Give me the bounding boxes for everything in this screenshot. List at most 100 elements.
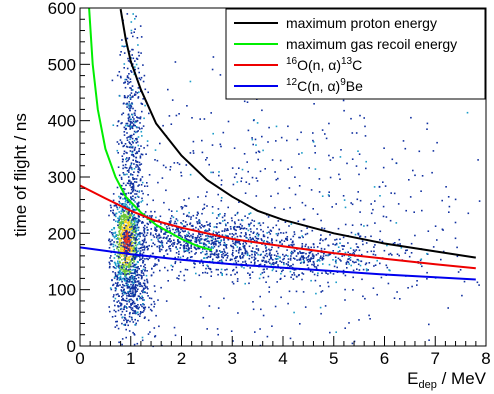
scatter-point <box>319 285 321 287</box>
scatter-point <box>184 204 186 207</box>
scatter-point <box>133 256 135 259</box>
scatter-point <box>148 112 150 115</box>
scatter-point <box>127 176 130 178</box>
scatter-point <box>122 188 124 190</box>
scatter-point <box>116 247 118 250</box>
scatter-point <box>125 192 127 195</box>
scatter-point <box>137 313 139 316</box>
scatter-point <box>120 235 122 237</box>
scatter-point <box>116 206 118 209</box>
scatter-point <box>178 253 180 255</box>
scatter-point <box>314 152 316 154</box>
scatter-point <box>343 109 345 112</box>
scatter-point <box>130 122 132 124</box>
scatter-point <box>290 265 292 267</box>
scatter-point <box>156 229 158 232</box>
scatter-point <box>314 168 317 170</box>
scatter-point <box>137 311 139 313</box>
scatter-point <box>116 275 118 277</box>
x-axis-title-main: E <box>407 369 418 388</box>
scatter-point <box>231 236 234 238</box>
scatter-point <box>313 264 315 267</box>
scatter-point <box>359 264 362 267</box>
scatter-point <box>132 284 134 287</box>
scatter-point <box>113 236 116 239</box>
scatter-point <box>134 281 137 283</box>
scatter-point <box>173 326 176 329</box>
scatter-point <box>160 240 163 242</box>
scatter-point <box>334 239 336 241</box>
scatter-point <box>134 226 137 229</box>
scatter-point <box>146 140 149 142</box>
scatter-point <box>125 184 127 187</box>
scatter-point <box>145 241 147 244</box>
scatter-point <box>123 227 126 229</box>
scatter-point <box>136 138 138 141</box>
scatter-point <box>184 221 187 223</box>
scatter-point <box>132 218 135 220</box>
scatter-point <box>306 259 309 261</box>
scatter-point <box>160 231 162 233</box>
scatter-point <box>137 165 139 168</box>
scatter-point <box>134 225 136 227</box>
scatter-point <box>131 257 133 260</box>
scatter-point <box>229 259 232 261</box>
scatter-point <box>367 269 369 271</box>
scatter-point <box>137 196 140 198</box>
scatter-point <box>245 250 247 253</box>
scatter-point <box>165 166 167 169</box>
scatter-point <box>117 217 119 220</box>
scatter-point <box>190 239 193 242</box>
scatter-point <box>241 225 243 227</box>
scatter-point <box>134 292 137 294</box>
scatter-point <box>119 273 121 275</box>
scatter-point <box>143 309 145 312</box>
scatter-point <box>248 234 251 236</box>
scatter-point <box>158 233 160 236</box>
scatter-point <box>131 127 134 130</box>
scatter-point <box>132 89 134 91</box>
scatter-point <box>125 230 128 232</box>
scatter-point <box>182 245 185 247</box>
scatter-point <box>313 255 315 258</box>
scatter-point <box>137 67 140 70</box>
scatter-point <box>243 153 246 155</box>
scatter-point <box>172 245 174 247</box>
scatter-point <box>311 263 313 266</box>
scatter-point <box>219 143 222 146</box>
scatter-point <box>315 266 318 268</box>
scatter-point <box>133 272 136 274</box>
scatter-point <box>236 246 239 248</box>
scatter-point <box>124 305 126 307</box>
scatter-point <box>141 199 144 202</box>
scatter-point <box>133 227 135 230</box>
scatter-point <box>294 268 297 271</box>
scatter-point <box>262 276 265 279</box>
scatter-point <box>237 252 240 254</box>
scatter-point <box>365 160 367 163</box>
scatter-point <box>244 232 247 234</box>
scatter-point <box>120 219 123 221</box>
scatter-point <box>125 216 128 219</box>
scatter-point <box>135 166 137 168</box>
scatter-point <box>190 250 193 253</box>
scatter-point <box>153 236 156 238</box>
scatter-point <box>165 249 168 251</box>
scatter-point <box>260 238 263 240</box>
scatter-point <box>127 281 129 283</box>
scatter-point <box>259 254 262 256</box>
scatter-point <box>305 257 308 259</box>
scatter-point <box>117 271 120 274</box>
scatter-point <box>133 264 135 266</box>
scatter-point <box>190 247 192 249</box>
scatter-point <box>128 276 131 279</box>
scatter-point <box>311 255 314 257</box>
scatter-point <box>133 266 136 268</box>
scatter-point <box>147 258 149 261</box>
scatter-point <box>286 236 289 238</box>
scatter-point <box>134 283 137 286</box>
scatter-point <box>131 275 134 277</box>
scatter-point <box>108 266 111 269</box>
scatter-point <box>120 273 122 275</box>
scatter-point <box>271 238 273 240</box>
